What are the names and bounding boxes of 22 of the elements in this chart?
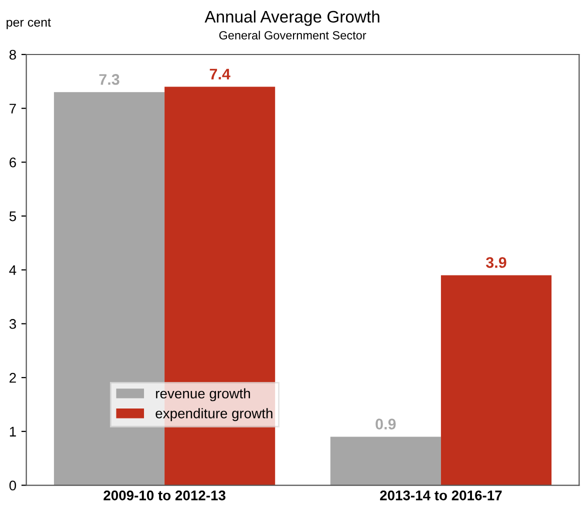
x-tick-label: 2009-10 to 2012-13 <box>104 490 226 500</box>
data-label: 0.9 <box>376 418 396 430</box>
chart-title: Annual Average Growth <box>204 10 380 26</box>
data-label: 7.4 <box>210 68 230 80</box>
data-label: 3.9 <box>486 257 506 268</box>
y-tick-label: 7 <box>10 104 16 114</box>
y-tick-label: 6 <box>10 158 16 168</box>
y-tick-label: 3 <box>9 319 16 329</box>
y-tick-label: 0 <box>9 480 16 490</box>
data-label: 7.3 <box>99 74 120 85</box>
bar <box>440 275 552 486</box>
y-tick-label: 2 <box>10 372 16 383</box>
x-tick-label: 2013-14 to 2016-17 <box>380 490 502 500</box>
bar <box>330 436 441 486</box>
legend-label: expenditure growth <box>156 408 272 422</box>
y-tick-label: 8 <box>9 50 16 60</box>
y-axis-title: per cent <box>6 18 51 30</box>
y-tick-label: 5 <box>9 212 16 222</box>
chart-subtitle: General Government Sector <box>219 30 366 40</box>
y-tick-label: 4 <box>9 265 16 275</box>
legend-label: revenue growth <box>156 388 250 402</box>
y-tick-label: 1 <box>10 426 16 436</box>
